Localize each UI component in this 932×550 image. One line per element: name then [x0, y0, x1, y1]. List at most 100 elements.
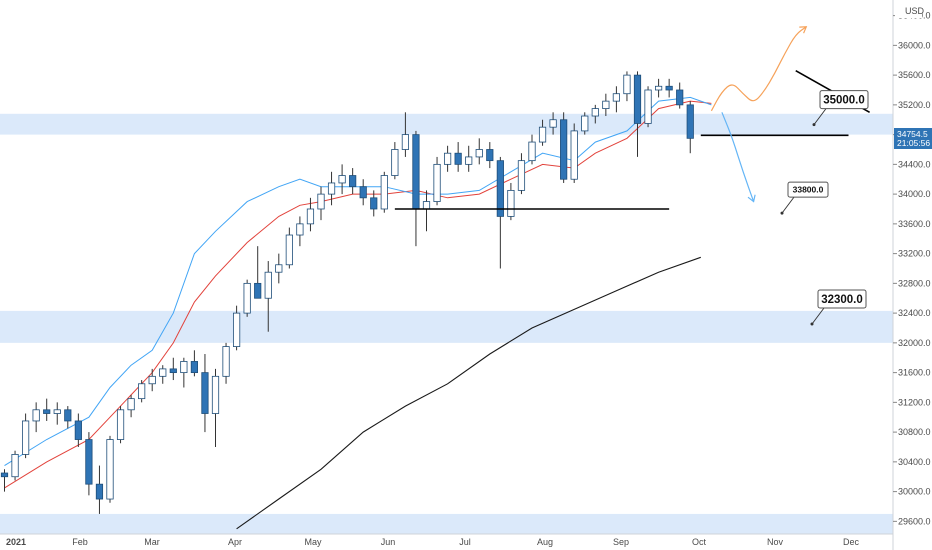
candle [306, 197, 315, 232]
callout-32300-pointer [811, 307, 825, 325]
candle-body [507, 189, 515, 217]
candle-body [21, 420, 30, 455]
candle-body [517, 160, 526, 191]
candle-body [581, 115, 589, 132]
candle [465, 145, 473, 172]
candle [0, 469, 9, 492]
candle [327, 171, 336, 206]
candle [359, 179, 367, 206]
candle [211, 368, 220, 447]
candle [528, 134, 536, 165]
candle-body [11, 454, 19, 478]
price-tag [894, 127, 932, 149]
y-tick-label: 30000.0 [898, 487, 931, 497]
candle [623, 71, 631, 102]
candle [190, 350, 198, 377]
y-tick-label: 35200.0 [898, 100, 931, 110]
candle [349, 168, 357, 195]
candle [370, 190, 378, 217]
candle-body [433, 163, 441, 202]
zone-band-1 [0, 310, 893, 343]
candle [180, 357, 188, 388]
x-tick-label: Sep [613, 537, 629, 547]
candle-body [380, 175, 388, 210]
candle-body [349, 175, 357, 188]
candle-body [74, 420, 82, 440]
x-tick-label: Feb [72, 537, 88, 547]
price-tag-value: 34754.5 [897, 129, 928, 139]
candle-body [454, 152, 462, 165]
candle [591, 104, 599, 124]
candle [138, 380, 146, 403]
callout-33800-anchor [780, 211, 784, 215]
x-tick-label: May [304, 537, 322, 547]
x-tick-label: Apr [228, 537, 242, 547]
x-tick-label: Oct [692, 537, 707, 547]
candle [665, 78, 673, 98]
callout-33800: 33800.0 [780, 181, 829, 215]
candle [11, 450, 19, 481]
candle-body [180, 361, 188, 374]
y-tick-label: 32000.0 [898, 338, 931, 348]
candle [549, 112, 557, 135]
candle [159, 365, 167, 384]
candle-body [32, 409, 40, 422]
sma-long-line [236, 256, 701, 530]
candle [380, 171, 388, 213]
price-axis-panel [893, 0, 932, 550]
candle-body [665, 85, 673, 91]
forecast-up-arrow [710, 26, 807, 112]
candle [275, 253, 283, 284]
callout-35000-label: 35000.0 [823, 95, 865, 107]
forecast-down-arrow [721, 112, 755, 202]
candle-body [475, 149, 483, 158]
candle-body [549, 119, 557, 128]
candle-body [43, 409, 51, 414]
forecast [710, 26, 808, 203]
candle-body [538, 126, 547, 143]
zones [0, 113, 893, 534]
y-tick-label: 30400.0 [898, 457, 931, 467]
candle [43, 398, 51, 421]
axis-panel: 29600.0 30000.0 30400.0 30800.0 31200.0 31600… [6, 0, 932, 550]
y-tick-label: 30800.0 [898, 427, 931, 437]
candle-body [591, 108, 599, 117]
candle-body [560, 119, 568, 180]
candle [633, 71, 642, 157]
candle [264, 261, 272, 332]
candle-body [232, 312, 241, 347]
candle [232, 305, 241, 351]
callout-32300-box [817, 289, 867, 309]
y-tick-label: 31600.0 [898, 368, 931, 378]
candle-body [127, 398, 135, 411]
candle-body [359, 186, 367, 199]
candle-body [327, 182, 336, 195]
callout-32300: 32300.0 [810, 289, 867, 326]
y-tick-label: 34400.0 [898, 159, 931, 169]
candle-body [401, 134, 410, 150]
callout-35000-pointer [813, 108, 827, 125]
candle [644, 86, 652, 128]
candle-body [486, 149, 494, 162]
candle-body [95, 483, 104, 500]
candle [412, 130, 420, 247]
candle [127, 394, 135, 418]
candle-body [612, 93, 621, 102]
candle-body [686, 104, 694, 139]
candle-body [169, 368, 177, 374]
x-tick-label: Jun [381, 537, 396, 547]
candle-body [633, 74, 642, 124]
sma-layer [236, 256, 701, 530]
candles [0, 71, 694, 514]
candle [454, 142, 462, 172]
candle [169, 357, 177, 381]
candle [21, 413, 30, 459]
candle [85, 432, 93, 496]
x-tick-label: Jul [459, 537, 471, 547]
candle-body [317, 193, 325, 210]
callouts: 35000.0 33800.0 32300.0 [780, 90, 869, 326]
candle-body [106, 439, 114, 500]
candle [296, 216, 304, 247]
ema-fast-line [4, 96, 712, 467]
